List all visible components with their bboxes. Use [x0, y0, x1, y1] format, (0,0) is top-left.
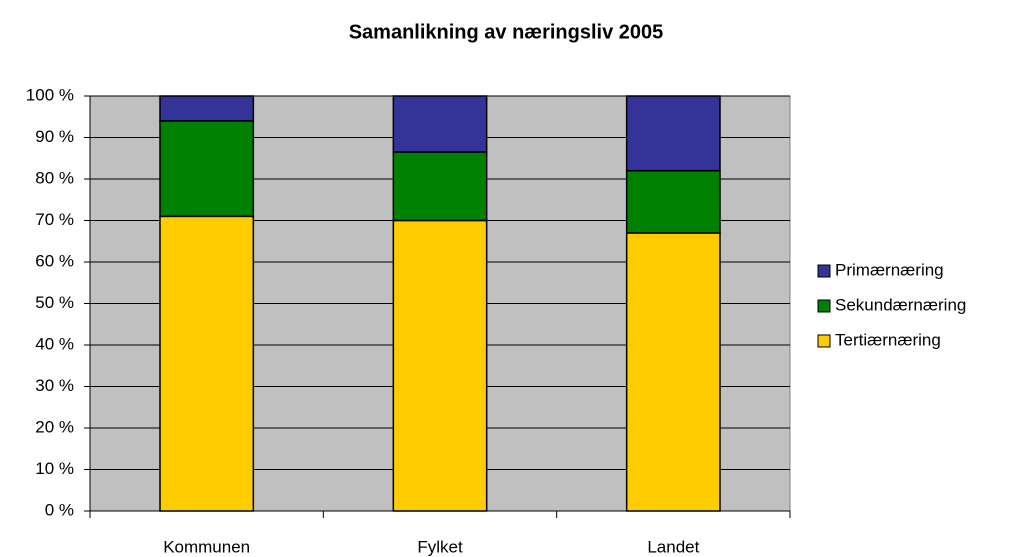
y-tick-label: 30 % [35, 376, 74, 395]
bar-segment [625, 95, 721, 172]
y-tick-label: 20 % [35, 417, 74, 436]
y-tick-label: 80 % [35, 168, 74, 187]
y-tick-label: 0 % [45, 500, 74, 519]
x-tick-label: Fylket [417, 537, 463, 556]
bar-segment [159, 95, 255, 122]
y-tick-label: 40 % [35, 334, 74, 353]
y-tick-label: 50 % [35, 293, 74, 312]
legend-label: Sekundærnæring [835, 295, 966, 314]
bar-segment [392, 219, 488, 512]
bar-segment [392, 151, 488, 222]
y-tick-label: 70 % [35, 210, 74, 229]
y-tick-label: 100 % [26, 85, 74, 104]
legend-swatch [817, 299, 831, 313]
bar-segment [159, 120, 255, 218]
y-tick-label: 10 % [35, 459, 74, 478]
legend-swatch [817, 264, 831, 278]
legend-label: Tertiærnæring [835, 330, 941, 349]
bar-segment [392, 95, 488, 153]
y-tick-label: 90 % [35, 127, 74, 146]
legend-label: Primærnæring [835, 260, 944, 279]
x-tick-label: Kommunen [163, 537, 250, 556]
bar-segment [159, 215, 255, 512]
bar-segment [625, 232, 721, 512]
bar-segment [625, 169, 721, 234]
legend-swatch [817, 334, 831, 348]
y-tick-label: 60 % [35, 251, 74, 270]
chart-title: Samanlikning av næringsliv 2005 [349, 21, 664, 43]
x-tick-label: Landet [647, 537, 699, 556]
